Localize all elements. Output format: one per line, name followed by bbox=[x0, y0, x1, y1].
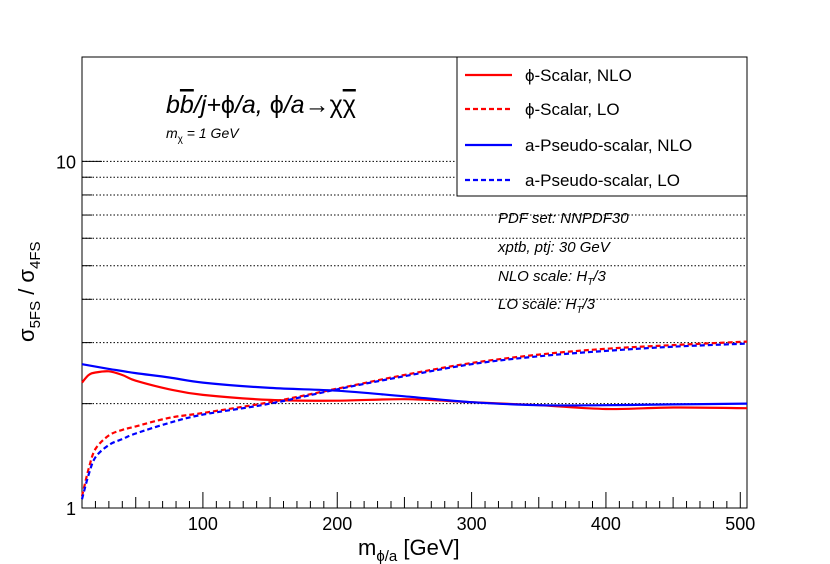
plot-frame bbox=[81, 56, 748, 509]
subtitle-sub: χ bbox=[178, 134, 184, 145]
title-phi1: ϕ bbox=[221, 91, 235, 119]
title-bbar: b bbox=[180, 91, 194, 119]
annotation-lo-scale: LO scale: HT/3 bbox=[498, 296, 596, 316]
legend-label-2: a-Pseudo-scalar, NLO bbox=[525, 136, 692, 155]
y-tick-label-1: 1 bbox=[66, 499, 76, 519]
title-chibar: χ bbox=[343, 91, 356, 119]
annotation-nlo-scale: NLO scale: HT/3 bbox=[498, 268, 606, 288]
x-tick-label-400: 400 bbox=[591, 514, 621, 534]
xlabel-main: m bbox=[358, 535, 376, 560]
x-tick-label-500: 500 bbox=[725, 514, 755, 534]
xlabel-unit: [GeV] bbox=[397, 535, 459, 560]
legend-label-1: ϕ-Scalar, LO bbox=[525, 100, 620, 119]
series-line-2 bbox=[81, 363, 748, 407]
series-line-1 bbox=[80, 340, 748, 497]
title-mid2: /a, bbox=[233, 91, 270, 119]
y-tick-label-10: 10 bbox=[56, 152, 76, 172]
annotation-pdf: PDF set: NNPDF30 bbox=[498, 210, 629, 227]
ylabel-sub2: 4FS bbox=[27, 241, 44, 269]
chart-title: bb/j+ϕ/a, ϕ/a→χχ bbox=[166, 91, 356, 119]
title-mid: /j+ bbox=[192, 91, 221, 119]
y-axis-label: σ5FS / σ4FS bbox=[14, 241, 44, 342]
x-tick-label-200: 200 bbox=[322, 514, 352, 534]
xlabel-sub: ϕ/a bbox=[376, 548, 398, 564]
title-phi2: ϕ bbox=[270, 91, 284, 119]
subtitle-m: m bbox=[166, 125, 178, 141]
nlo-sub: T bbox=[587, 277, 594, 288]
legend-box bbox=[456, 56, 748, 197]
x-tick-label-300: 300 bbox=[457, 514, 487, 534]
ylabel-slash: / bbox=[14, 283, 39, 301]
chart-subtitle: mχ = 1 GeV bbox=[166, 125, 240, 145]
nlo-pre: NLO scale: H bbox=[498, 268, 587, 285]
legend-label-3: a-Pseudo-scalar, LO bbox=[525, 171, 680, 190]
ylabel-sub1: 5FS bbox=[27, 301, 44, 329]
title-chi: χ bbox=[330, 91, 343, 119]
x-tick-label-100: 100 bbox=[188, 514, 218, 534]
lo-post: /3 bbox=[581, 296, 595, 313]
series-line-3 bbox=[80, 342, 748, 500]
legend: ϕ-Scalar, NLO ϕ-Scalar, LO a-Pseudo-scalar… bbox=[456, 56, 748, 197]
lo-sub: T bbox=[576, 305, 583, 316]
annotation-cuts: xptb, ptj: 30 GeV bbox=[497, 239, 612, 256]
nlo-post: /3 bbox=[592, 268, 606, 285]
ylabel-s1: σ bbox=[14, 328, 39, 342]
title-arrow: → bbox=[305, 91, 330, 119]
title-mid3: /a bbox=[282, 91, 305, 119]
series-line-0 bbox=[81, 370, 748, 411]
x-axis-label: mϕ/a [GeV] bbox=[358, 535, 460, 564]
axis-ticks: 100 200 300 400 500 1 10 bbox=[56, 56, 755, 534]
legend-label-0: ϕ-Scalar, NLO bbox=[525, 66, 632, 85]
series-group bbox=[80, 340, 748, 500]
y-gridlines bbox=[82, 160, 747, 405]
subtitle-rest: = 1 GeV bbox=[183, 125, 240, 141]
lo-pre: LO scale: H bbox=[498, 296, 577, 313]
title-b: b bbox=[166, 91, 180, 119]
ylabel-s2: σ bbox=[14, 269, 39, 283]
